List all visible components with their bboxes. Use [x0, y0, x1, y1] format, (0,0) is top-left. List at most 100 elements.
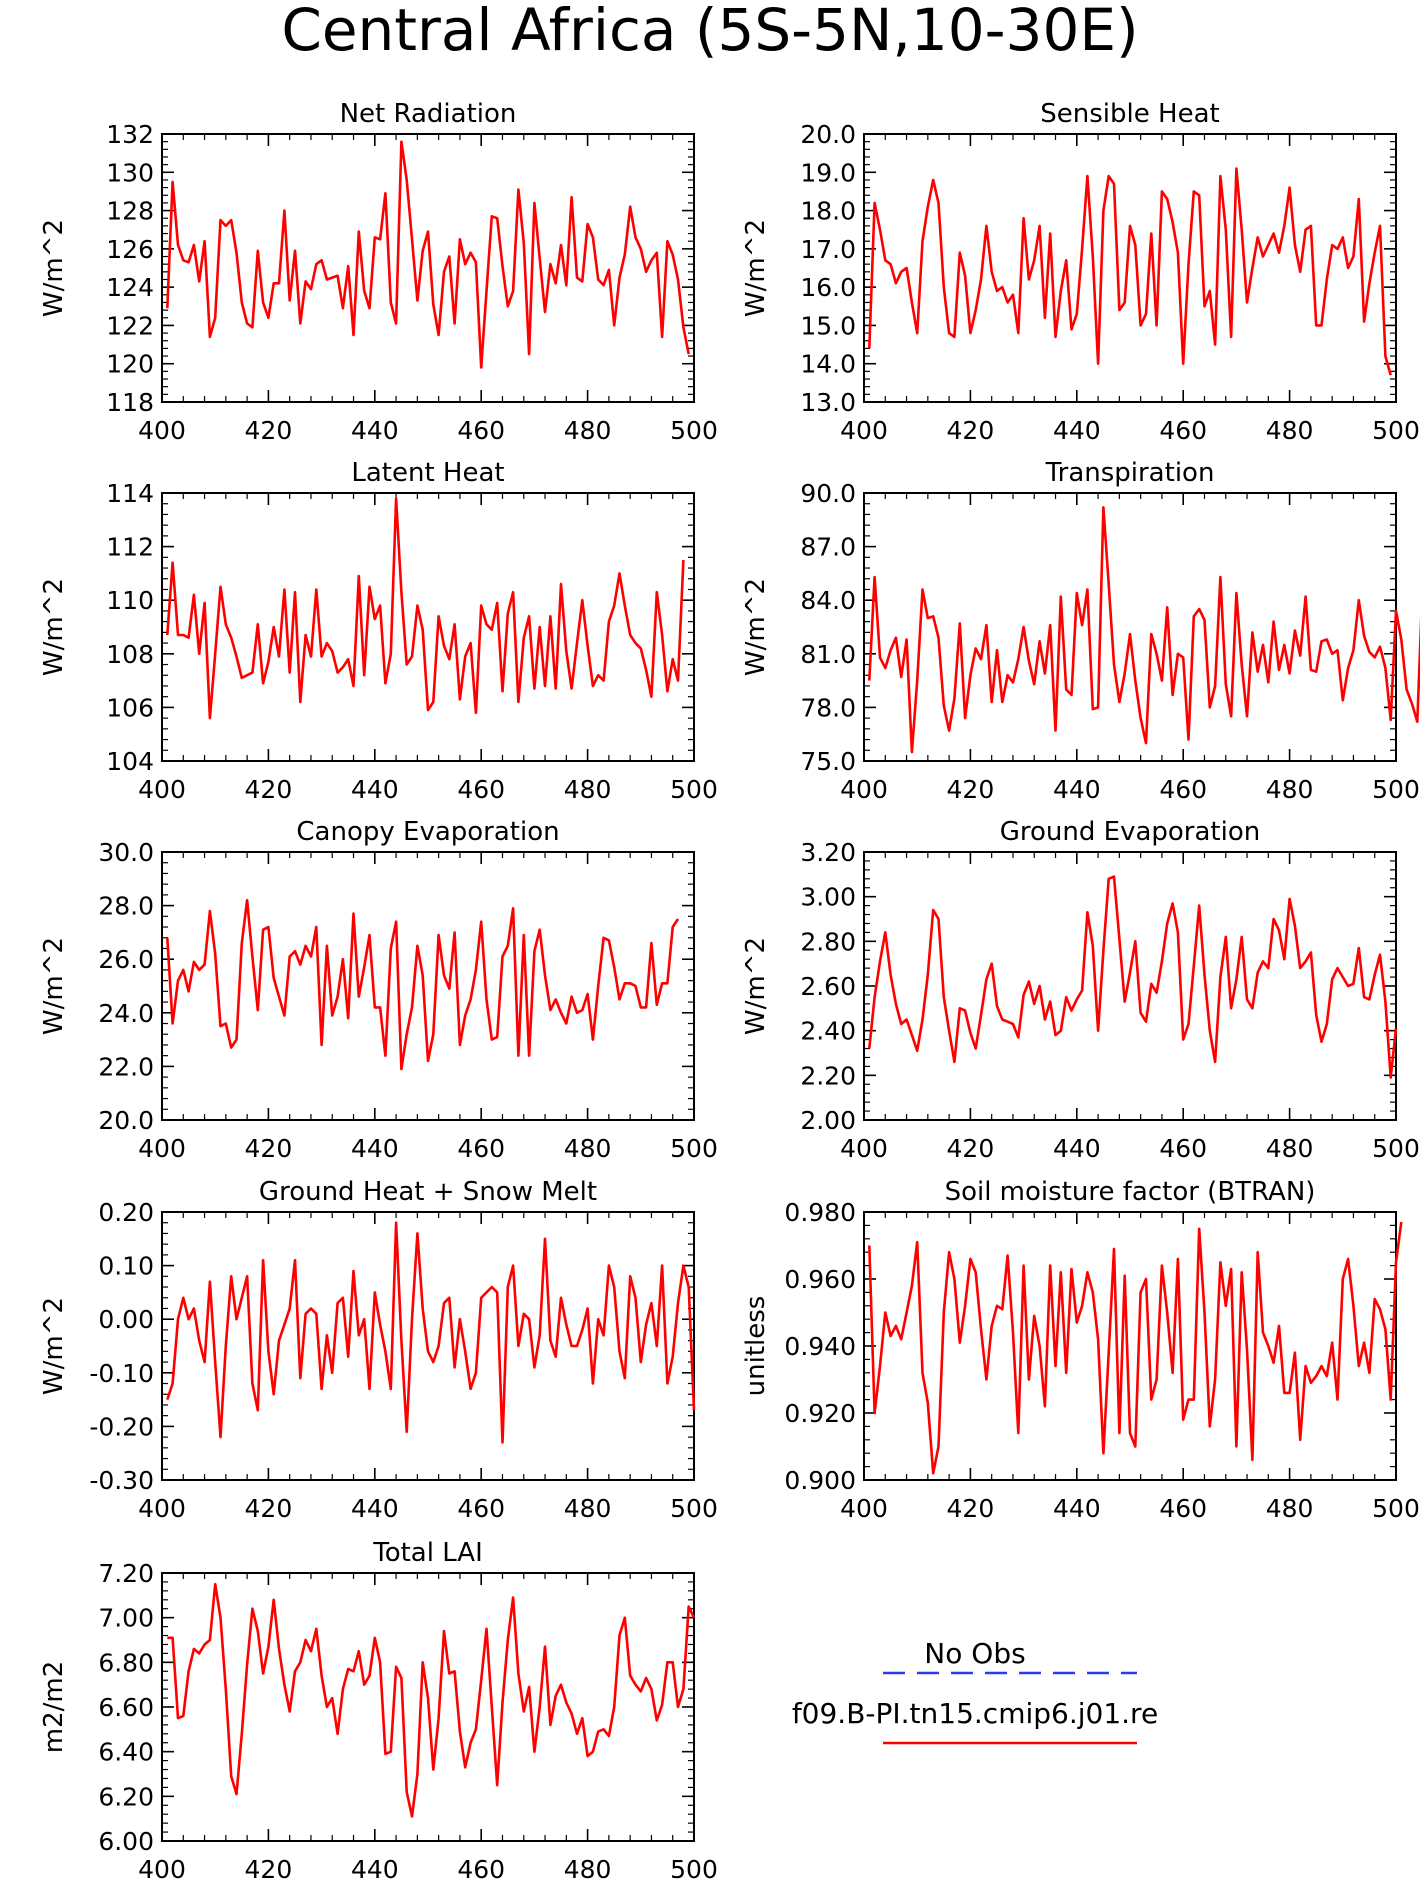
y-tick-label: 75.0	[800, 747, 856, 776]
y-tick-label: 6.80	[98, 1648, 154, 1677]
x-tick-label: 400	[138, 1855, 186, 1884]
x-tick-label: 400	[138, 416, 186, 445]
x-tick-label: 500	[670, 1494, 718, 1523]
x-tick-label: 500	[1372, 1134, 1420, 1163]
legend-label-model: f09.B-PI.tn15.cmip6.j01.re	[792, 1697, 1158, 1730]
y-tick-label: 0.900	[784, 1466, 856, 1495]
x-tick-label: 440	[351, 416, 399, 445]
y-tick-label: 114	[106, 479, 154, 508]
y-tick-label: 24.0	[98, 999, 154, 1028]
y-tick-label: 30.0	[98, 838, 154, 867]
y-tick-label: 78.0	[800, 693, 856, 722]
panels: Net Radiation W/m^2 400 420 440 460 480 500 118 1…	[39, 99, 1420, 1884]
y-tick-label: 3.20	[800, 838, 856, 867]
y-tick-label: 120	[106, 350, 154, 379]
panel-canopy-evaporation: Canopy Evaporation W/m^2 400 420 440 460 480 50…	[39, 817, 718, 1163]
y-tick-label: 108	[106, 640, 154, 669]
y-axis-label: m2/m2	[39, 1661, 69, 1754]
y-tick-label: 13.0	[800, 388, 856, 417]
y-tick-label: -0.10	[89, 1359, 154, 1388]
y-tick-label: 2.20	[800, 1061, 856, 1090]
y-tick-label: 90.0	[800, 479, 856, 508]
x-tick-label: 440	[351, 775, 399, 804]
y-axis-label: W/m^2	[39, 937, 69, 1035]
legend: No Obs f09.B-PI.tn15.cmip6.j01.re	[792, 1637, 1158, 1745]
y-tick-label: 132	[106, 120, 154, 149]
panel-title: Ground Evaporation	[1000, 817, 1260, 847]
x-tick-label: 420	[947, 1134, 995, 1163]
x-tick-label: 420	[947, 775, 995, 804]
x-tick-label: 420	[245, 416, 293, 445]
y-axis-label: W/m^2	[39, 578, 69, 676]
x-tick-label: 480	[1266, 775, 1314, 804]
x-tick-label: 420	[245, 1855, 293, 1884]
x-tick-label: 460	[457, 1134, 505, 1163]
x-tick-label: 500	[1372, 1494, 1420, 1523]
y-axis-label: W/m^2	[39, 219, 69, 317]
y-tick-label: 19.0	[800, 158, 856, 187]
x-tick-label: 480	[1266, 1134, 1314, 1163]
panel-soil-moisture-factor-btran: Soil moisture factor (BTRAN) unitless 400 4…	[741, 1177, 1420, 1523]
series-line	[167, 1582, 696, 1818]
y-tick-label: 2.40	[800, 1017, 856, 1046]
y-tick-label: 104	[106, 747, 154, 776]
x-tick-label: 460	[1159, 416, 1207, 445]
x-tick-label: 480	[564, 416, 612, 445]
y-tick-label: 128	[106, 197, 154, 226]
panel-title: Sensible Heat	[1040, 99, 1219, 129]
plot-frame	[863, 1211, 1397, 1481]
y-tick-label: 0.980	[784, 1198, 856, 1227]
x-tick-label: 480	[1266, 416, 1314, 445]
x-tick-label: 440	[1053, 1494, 1101, 1523]
plot-frame	[161, 133, 695, 403]
y-tick-label: 15.0	[800, 311, 856, 340]
panel-ground-evaporation: Ground Evaporation W/m^2 400 420 440 460 480 50…	[741, 817, 1420, 1163]
y-axis-label: unitless	[741, 1296, 771, 1397]
y-tick-label: 118	[106, 388, 154, 417]
x-tick-label: 460	[1159, 775, 1207, 804]
page-title: Central Africa (5S-5N,10-30E)	[281, 0, 1138, 64]
y-tick-label: 17.0	[800, 235, 856, 264]
y-axis-label: W/m^2	[741, 219, 771, 317]
x-tick-label: 460	[457, 1855, 505, 1884]
y-tick-label: 26.0	[98, 945, 154, 974]
panel-sensible-heat: Sensible Heat W/m^2 400 420 440 460 480 500 13.0…	[741, 99, 1420, 445]
x-tick-label: 500	[670, 1855, 718, 1884]
y-tick-label: 7.00	[98, 1604, 154, 1633]
x-tick-label: 420	[947, 416, 995, 445]
series-line	[868, 505, 1420, 754]
x-tick-label: 440	[1053, 775, 1101, 804]
y-tick-label: 126	[106, 235, 154, 264]
series-line	[166, 497, 685, 720]
x-tick-label: 460	[457, 416, 505, 445]
y-axis-label: W/m^2	[39, 1297, 69, 1395]
legend-label-obs: No Obs	[924, 1637, 1025, 1670]
x-tick-label: 440	[351, 1855, 399, 1884]
series-line	[868, 1221, 1403, 1475]
x-tick-label: 420	[245, 775, 293, 804]
x-tick-label: 460	[1159, 1494, 1207, 1523]
y-tick-label: 6.00	[98, 1827, 154, 1856]
x-tick-label: 440	[351, 1494, 399, 1523]
x-tick-label: 480	[564, 1134, 612, 1163]
y-tick-label: 124	[106, 273, 154, 302]
x-tick-label: 460	[1159, 1134, 1207, 1163]
y-tick-label: -0.30	[89, 1466, 154, 1495]
x-tick-label: 480	[564, 1855, 612, 1884]
y-tick-label: 0.00	[98, 1305, 154, 1334]
x-tick-label: 400	[840, 416, 888, 445]
y-tick-label: 0.960	[784, 1265, 856, 1294]
y-tick-label: 106	[106, 693, 154, 722]
x-tick-label: 460	[457, 1494, 505, 1523]
x-tick-label: 500	[1372, 416, 1420, 445]
y-tick-label: 87.0	[800, 533, 856, 562]
y-tick-label: 6.40	[98, 1738, 154, 1767]
y-tick-label: 20.0	[800, 120, 856, 149]
plot-frame	[863, 492, 1397, 762]
x-tick-label: 500	[1372, 775, 1420, 804]
x-tick-label: 460	[457, 775, 505, 804]
y-tick-label: 14.0	[800, 350, 856, 379]
panel-title: Transpiration	[1045, 458, 1215, 488]
